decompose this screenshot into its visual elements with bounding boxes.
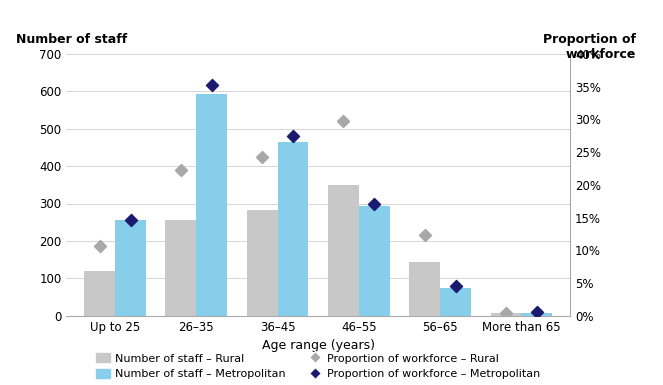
Bar <box>491 313 521 316</box>
Legend: Number of staff – Rural, Number of staff – Metropolitan, Proportion of workforce: Number of staff – Rural, Number of staff… <box>96 353 540 380</box>
Bar <box>278 142 308 316</box>
Bar <box>247 210 278 316</box>
Point <box>94 243 105 249</box>
Point <box>501 310 511 316</box>
Point <box>420 232 430 238</box>
Bar <box>359 206 390 316</box>
Point <box>369 201 380 207</box>
Text: Number of staff: Number of staff <box>16 33 127 46</box>
Bar <box>166 219 196 316</box>
Bar <box>328 185 359 316</box>
Point <box>176 167 186 174</box>
Bar <box>196 94 227 316</box>
Point <box>338 117 349 124</box>
Point <box>257 154 267 161</box>
Bar <box>521 313 552 316</box>
Point <box>206 82 217 89</box>
Bar <box>84 271 115 316</box>
Point <box>288 132 298 139</box>
X-axis label: Age range (years): Age range (years) <box>262 339 375 352</box>
Point <box>125 217 136 223</box>
Point <box>450 283 461 290</box>
Bar <box>409 262 440 316</box>
Point <box>532 310 542 316</box>
Text: Proportion of
workforce: Proportion of workforce <box>543 33 636 61</box>
Bar <box>440 288 471 316</box>
Bar <box>115 220 146 316</box>
